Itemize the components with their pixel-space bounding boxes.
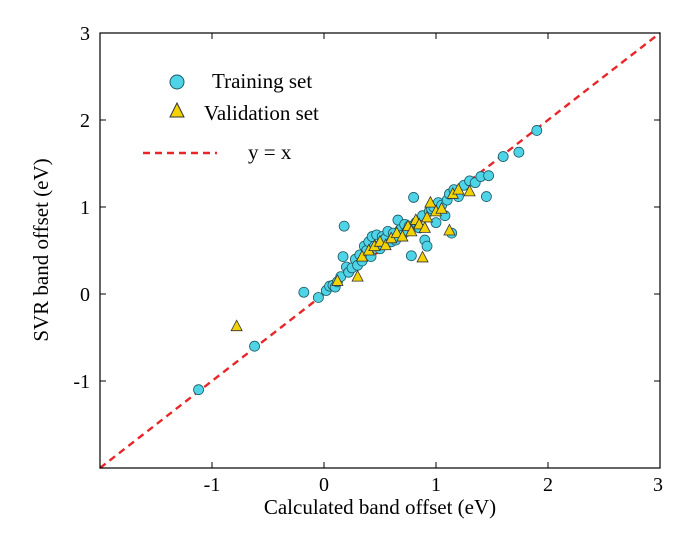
training-point — [480, 191, 492, 202]
legend-marker-training — [169, 74, 185, 90]
validation-point — [420, 210, 434, 223]
training-point — [531, 125, 543, 136]
training-point — [337, 251, 349, 262]
training-point — [430, 217, 442, 229]
legend-marker-validation — [169, 101, 185, 118]
validation-point — [331, 274, 344, 286]
validation-point — [413, 217, 426, 230]
training-point — [408, 192, 420, 203]
validation-point — [373, 234, 387, 247]
training-point — [513, 146, 525, 158]
x-tick-label: -1 — [204, 474, 221, 496]
tick-marks — [100, 32, 661, 468]
y-tick-label: 3 — [80, 23, 90, 45]
plot-frame — [99, 32, 661, 469]
y-tick-label: 0 — [80, 284, 90, 306]
validation-point — [230, 319, 243, 332]
training-point — [483, 170, 495, 182]
training-point — [193, 384, 204, 396]
legend-label-training: Training set — [212, 69, 312, 93]
legend: Training set Validation set y = x — [143, 69, 319, 164]
data-points-layer — [193, 125, 543, 396]
training-point — [249, 340, 260, 352]
y-tick-label: 2 — [80, 110, 90, 132]
validation-point — [355, 249, 369, 262]
validation-point — [390, 226, 403, 239]
validation-point — [379, 238, 392, 251]
training-point — [497, 151, 509, 162]
validation-point — [424, 195, 437, 208]
x-tick-label: 0 — [319, 474, 329, 496]
validation-point — [443, 223, 456, 236]
training-point — [312, 292, 324, 303]
x-tick-label: 1 — [431, 474, 441, 496]
legend-label-identity: y = x — [248, 140, 292, 164]
x-axis-label: Calculated band offset (eV) — [264, 495, 496, 519]
y-tick-label: -1 — [73, 371, 90, 393]
training-point — [338, 220, 350, 232]
y-axis-label: SVR band offset (eV) — [29, 158, 53, 341]
training-point — [298, 286, 310, 298]
tick-labels: -1 0 1 2 3 -1 0 1 2 3 — [73, 23, 663, 496]
validation-point — [351, 269, 364, 282]
training-point — [421, 240, 433, 252]
x-tick-label: 3 — [653, 474, 663, 496]
x-tick-label: 2 — [543, 474, 553, 496]
validation-point — [463, 184, 476, 197]
training-point — [405, 250, 417, 262]
validation-point — [405, 224, 418, 237]
validation-point — [418, 221, 431, 233]
legend-label-validation: Validation set — [204, 101, 319, 125]
validation-point — [396, 229, 409, 242]
validation-point — [416, 250, 429, 263]
validation-point — [435, 201, 448, 214]
validation-point — [452, 182, 465, 195]
y-tick-label: 1 — [80, 197, 90, 219]
